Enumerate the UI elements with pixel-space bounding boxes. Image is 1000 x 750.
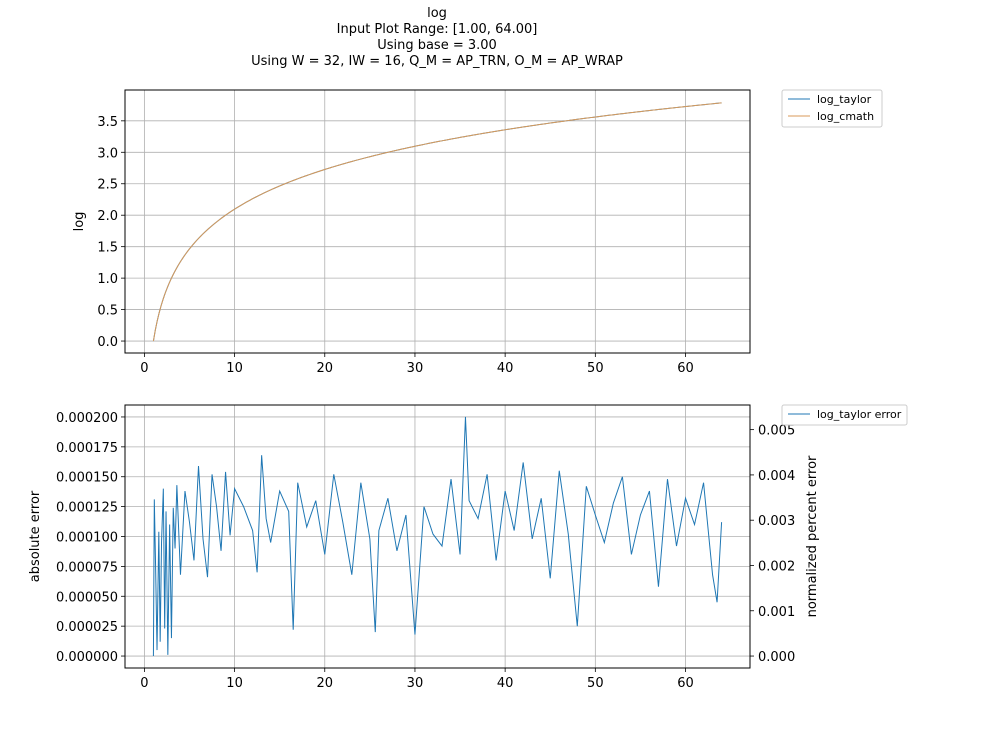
title-line-3: Using base = 3.00 [377, 38, 497, 53]
bottom-x-tick-label: 30 [407, 676, 424, 691]
top-y-tick-label: 0.0 [97, 335, 118, 350]
bottom-y-tick-label: 0.000100 [56, 531, 118, 546]
bottom-x-tick-label: 0 [140, 676, 148, 691]
top-series-log-cmath [152, 102, 722, 342]
legend-label-log-taylor-error: log_taylor error [817, 408, 902, 421]
top-x-tick-label: 60 [677, 361, 694, 376]
top-y-axis-label: log [72, 212, 87, 232]
legend-label-log-taylor: log_taylor [817, 93, 872, 106]
bottom-x-tick-label: 10 [226, 676, 243, 691]
bottom-y-tick-label: 0.000025 [56, 620, 118, 635]
top-x-tick-label: 10 [226, 361, 243, 376]
bottom-y-tick-label: 0.000050 [56, 590, 118, 605]
bottom-y-tick-label: 0.000175 [56, 441, 118, 456]
bottom-x-tick-label: 20 [316, 676, 333, 691]
bottom-y-tick-label: 0.000075 [56, 560, 118, 575]
title-line-4: Using W = 32, IW = 16, Q_M = AP_TRN, O_M… [251, 54, 623, 69]
figure-title: log Input Plot Range: [1.00, 64.00] Usin… [251, 6, 623, 69]
bottom-x-tick-label: 50 [587, 676, 604, 691]
bottom-y2-tick-label: 0.005 [758, 424, 795, 439]
top-y-tick-label: 3.0 [97, 146, 118, 161]
top-y-tick-label: 1.0 [97, 272, 118, 287]
top-axes-frame [124, 89, 751, 354]
bottom-x-tick-label: 60 [677, 676, 694, 691]
top-x-tick-label: 20 [316, 361, 333, 376]
bottom-y-tick-label: 0.000000 [56, 650, 118, 665]
bottom-axes-frame [124, 404, 751, 669]
bottom-y-tick-label: 0.000125 [56, 501, 118, 516]
top-y-tick-label: 1.5 [97, 241, 118, 256]
title-line-2: Input Plot Range: [1.00, 64.00] [337, 22, 538, 37]
bottom-plot: 0 10 20 30 40 50 60 0.000000 0.000025 0.000050 0.0… [28, 404, 820, 691]
top-series-log-taylor [152, 102, 722, 342]
bottom-legend-frame [781, 404, 908, 426]
title-line-1: log [427, 6, 447, 21]
top-x-tick-label: 30 [407, 361, 424, 376]
top-y-tick-label: 2.0 [97, 209, 118, 224]
bottom-legend: log_taylor error [781, 404, 908, 426]
legend-label-log-cmath: log_cmath [817, 110, 874, 123]
bottom-x-tick-label: 40 [497, 676, 514, 691]
bottom-y2-tick-label: 0.000 [758, 650, 795, 665]
bottom-y2-axis-label: normalized percent error [805, 455, 820, 617]
bottom-y2-tick-label: 0.002 [758, 559, 795, 574]
bottom-y2-tick-label: 0.001 [758, 605, 795, 620]
top-plot: 0 10 20 30 40 50 60 0.0 0.5 1.0 1.5 2.0 2.5 3.0 3.5 log [72, 89, 751, 376]
bottom-y2-tick-label: 0.003 [758, 514, 795, 529]
top-legend: log_taylor log_cmath [781, 89, 883, 128]
top-x-tick-label: 0 [140, 361, 148, 376]
top-x-tick-label: 40 [497, 361, 514, 376]
top-y-tick-label: 3.5 [97, 115, 118, 130]
top-x-tick-label: 50 [587, 361, 604, 376]
bottom-y-tick-label: 0.000200 [56, 411, 118, 426]
bottom-series-log-taylor-error [152, 416, 723, 657]
bottom-y-tick-label: 0.000150 [56, 471, 118, 486]
top-y-tick-label: 2.5 [97, 178, 118, 193]
top-y-tick-label: 0.5 [97, 304, 118, 319]
bottom-y2-tick-label: 0.004 [758, 469, 795, 484]
bottom-y-axis-label: absolute error [28, 490, 43, 582]
